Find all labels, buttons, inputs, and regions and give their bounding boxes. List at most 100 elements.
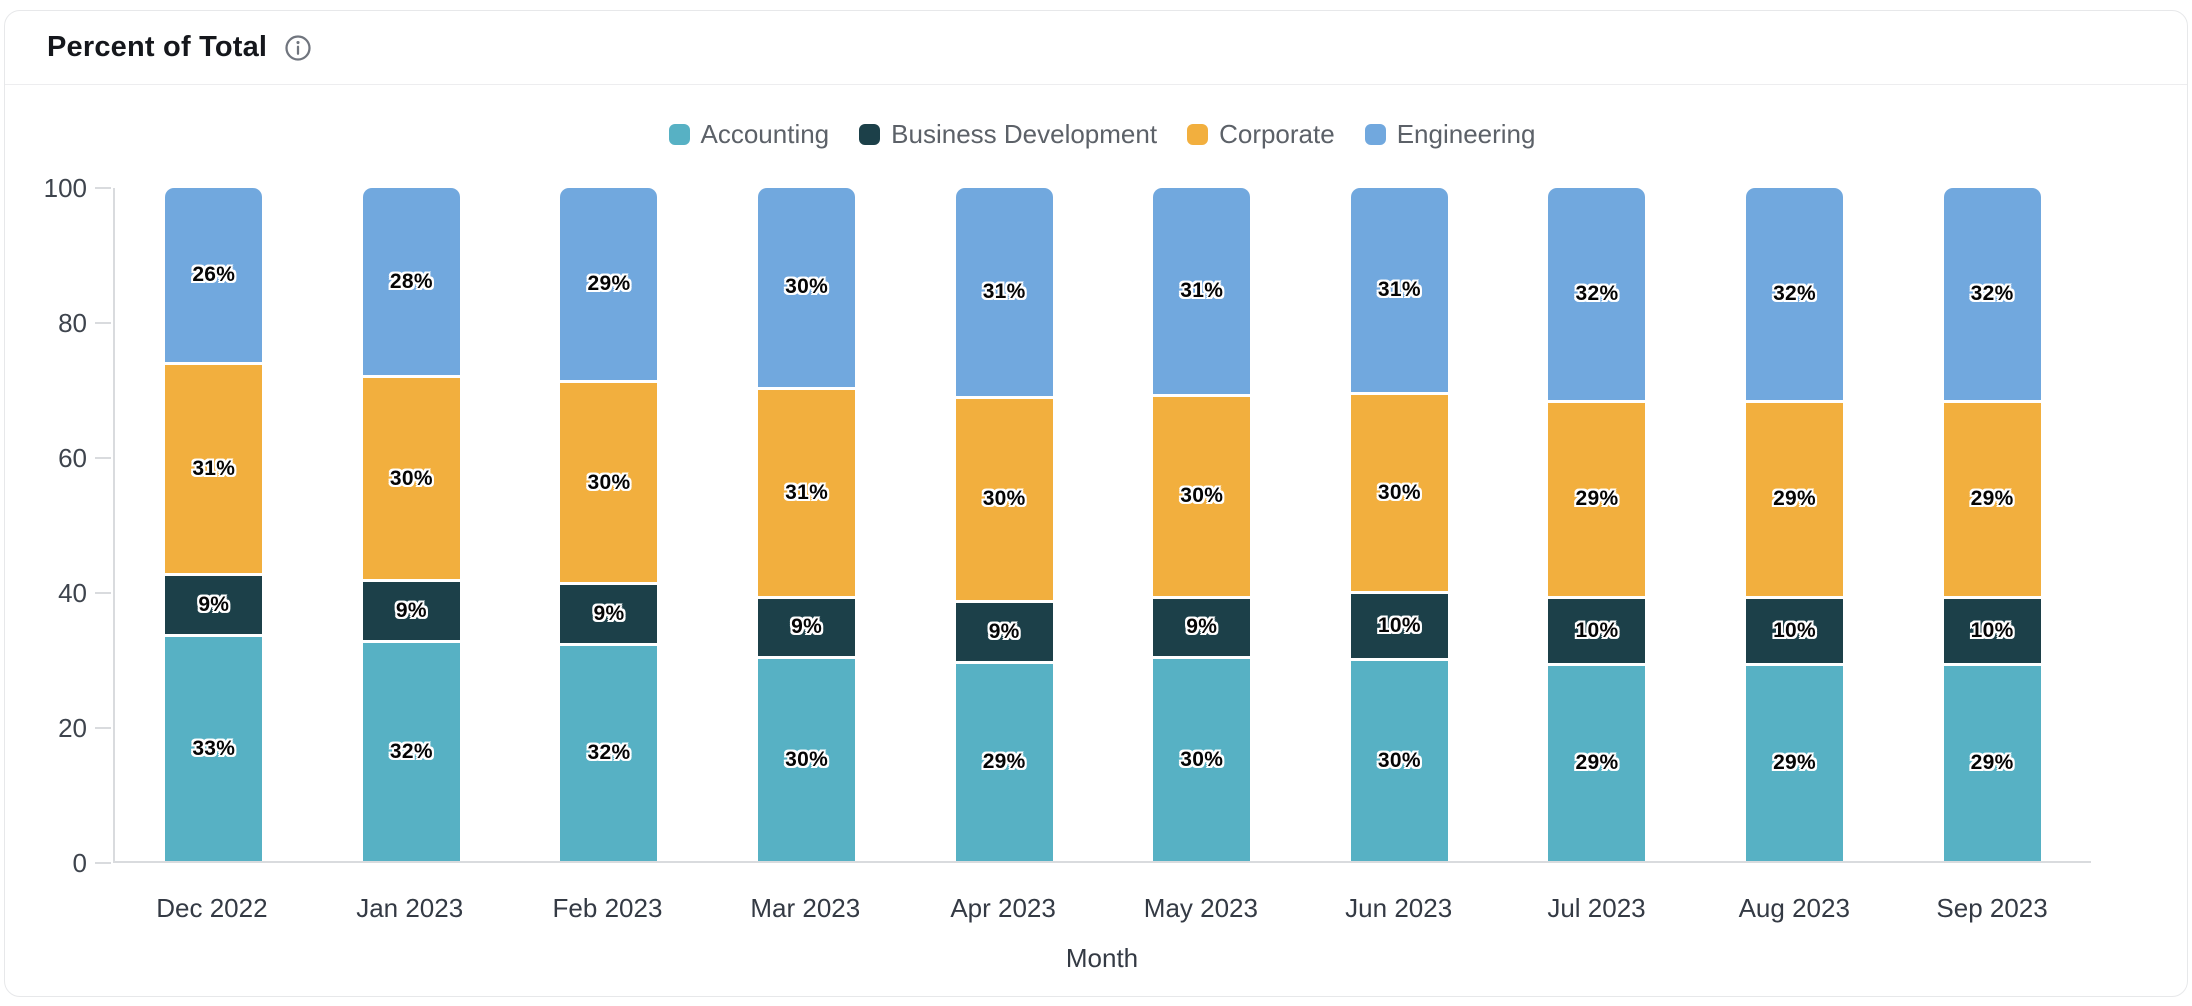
bar-segment-label: 9% <box>395 599 427 623</box>
bar-segment-label: 29% <box>1575 487 1619 511</box>
legend-item-accounting[interactable]: Accounting <box>668 119 830 150</box>
chart-legend: Accounting Business Development Corporate E… <box>113 119 2091 150</box>
bar-segment-label: 9% <box>791 615 823 639</box>
legend-item-business-development[interactable]: Business Development <box>859 119 1157 150</box>
chart-card: Percent of Total Accounting Business Deve… <box>4 10 2188 997</box>
bar-segment-engineering[interactable]: 31% <box>955 188 1053 399</box>
bar-segment-business-development[interactable]: 10% <box>1943 598 2041 666</box>
bar-segment-accounting[interactable]: 33% <box>165 636 263 861</box>
bar-segment-label: 32% <box>1773 282 1817 306</box>
bar-segment-business-development[interactable]: 9% <box>1153 598 1251 660</box>
card-header: Percent of Total <box>5 11 2187 85</box>
bar-segment-engineering[interactable]: 32% <box>1746 188 1844 404</box>
legend-swatch-icon <box>1364 124 1386 145</box>
y-tick-mark <box>95 727 111 729</box>
bar-segment-accounting[interactable]: 32% <box>560 645 658 861</box>
bar-segment-engineering[interactable]: 29% <box>560 188 658 384</box>
bar-column-jun-2023: 31% 30% 10% 30% <box>1350 188 1448 861</box>
bar-segment-label: 29% <box>982 750 1026 774</box>
bar-column-apr-2023: 31% 30% 9% 29% <box>955 188 1053 861</box>
bar-segment-corporate[interactable]: 31% <box>758 389 856 599</box>
y-tick-mark <box>95 187 111 189</box>
bar-segment-corporate[interactable]: 29% <box>1943 403 2041 599</box>
legend-label: Accounting <box>700 119 830 149</box>
legend-item-engineering[interactable]: Engineering <box>1364 119 1535 150</box>
bar-segment-accounting[interactable]: 30% <box>758 659 856 861</box>
bar-segment-accounting[interactable]: 32% <box>362 643 460 861</box>
bar-segment-label: 30% <box>1377 749 1421 773</box>
bar-segment-business-development[interactable]: 9% <box>955 602 1053 664</box>
bar-segment-label: 10% <box>1970 618 2014 642</box>
x-axis-labels: Dec 2022 Jan 2023 Feb 2023 Mar 2023 Apr 2023… <box>113 893 2091 924</box>
bar-segment-corporate[interactable]: 30% <box>362 378 460 583</box>
bar-segment-accounting[interactable]: 29% <box>955 663 1053 861</box>
bars-container: 26% 31% 9% 33% 28% 30% 9% 32% 29% 30% 9% 32% 30% 31% 9… <box>113 188 2091 863</box>
bar-segment-business-development[interactable]: 10% <box>1350 594 1448 662</box>
bar-segment-business-development[interactable]: 9% <box>362 582 460 644</box>
bar-segment-label: 29% <box>587 272 631 296</box>
bar-segment-label: 31% <box>785 480 829 504</box>
x-tick-label-dec-2022: Dec 2022 <box>156 893 268 923</box>
y-tick-mark <box>95 862 111 864</box>
bar-segment-label: 10% <box>1773 618 1817 642</box>
legend-swatch-icon <box>859 124 881 145</box>
y-tick-label: 40 <box>58 578 87 608</box>
bar-segment-accounting[interactable]: 30% <box>1153 659 1251 861</box>
bar-segment-engineering[interactable]: 32% <box>1548 188 1646 404</box>
bar-segment-label: 32% <box>1575 282 1619 306</box>
bar-segment-label: 33% <box>192 736 236 760</box>
bar-column-mar-2023: 30% 31% 9% 30% <box>758 188 856 861</box>
bar-segment-corporate[interactable]: 30% <box>955 398 1053 603</box>
x-tick-label-aug-2023: Aug 2023 <box>1738 893 1850 923</box>
bar-segment-corporate[interactable]: 30% <box>1350 394 1448 595</box>
y-tick-label: 60 <box>58 443 87 473</box>
bar-segment-accounting[interactable]: 29% <box>1943 665 2041 861</box>
bar-segment-engineering[interactable]: 31% <box>1350 188 1448 395</box>
bar-segment-business-development[interactable]: 10% <box>1746 598 1844 666</box>
bar-segment-accounting[interactable]: 29% <box>1746 665 1844 861</box>
bar-segment-label: 31% <box>192 456 236 480</box>
bar-segment-label: 9% <box>988 619 1020 643</box>
plot-area: 0 20 40 60 80 100 26% 31% 9% 33% 28% 30% 9% 32% 29% 30… <box>44 173 2091 973</box>
bar-segment-label: 29% <box>1575 751 1619 775</box>
bar-segment-business-development[interactable]: 10% <box>1548 598 1646 666</box>
x-tick-label-jul-2023: Jul 2023 <box>1547 893 1646 923</box>
bar-segment-label: 31% <box>1180 278 1224 302</box>
bar-segment-accounting[interactable]: 30% <box>1350 661 1448 861</box>
bar-segment-label: 9% <box>1186 615 1218 639</box>
bar-segment-label: 10% <box>1377 614 1421 638</box>
bar-segment-label: 30% <box>1377 481 1421 505</box>
bar-segment-corporate[interactable]: 29% <box>1548 403 1646 599</box>
bar-segment-business-development[interactable]: 9% <box>560 585 658 646</box>
bar-segment-label: 32% <box>587 741 631 765</box>
bar-segment-corporate[interactable]: 29% <box>1746 403 1844 599</box>
legend-label: Corporate <box>1219 119 1335 149</box>
bar-segment-corporate[interactable]: 30% <box>1153 396 1251 599</box>
x-tick-label-jan-2023: Jan 2023 <box>356 893 464 923</box>
x-tick-label-sep-2023: Sep 2023 <box>1936 893 2048 923</box>
info-icon[interactable] <box>283 33 313 63</box>
bar-segment-label: 29% <box>1773 487 1817 511</box>
bar-segment-label: 30% <box>1180 484 1224 508</box>
bar-segment-corporate[interactable]: 30% <box>560 383 658 586</box>
y-tick-label: 80 <box>58 308 87 338</box>
y-tick-label: 0 <box>72 848 87 878</box>
bar-segment-business-development[interactable]: 9% <box>165 575 263 637</box>
bar-segment-corporate[interactable]: 31% <box>165 364 263 576</box>
y-tick-label: 20 <box>58 713 87 743</box>
legend-item-corporate[interactable]: Corporate <box>1187 119 1335 150</box>
bar-segment-accounting[interactable]: 29% <box>1548 665 1646 861</box>
x-tick-label-feb-2023: Feb 2023 <box>552 893 663 923</box>
bar-column-jan-2023: 28% 30% 9% 32% <box>362 188 460 861</box>
bar-segment-engineering[interactable]: 30% <box>758 188 856 390</box>
bar-segment-engineering[interactable]: 26% <box>165 188 263 365</box>
bar-segment-label: 26% <box>192 262 236 286</box>
x-tick-label-apr-2023: Apr 2023 <box>950 893 1056 923</box>
y-tick-mark <box>95 592 111 594</box>
bar-segment-label: 30% <box>982 487 1026 511</box>
bar-segment-engineering[interactable]: 32% <box>1943 188 2041 404</box>
bar-segment-engineering[interactable]: 28% <box>362 188 460 379</box>
bar-segment-business-development[interactable]: 9% <box>758 598 856 660</box>
bar-column-may-2023: 31% 30% 9% 30% <box>1153 188 1251 861</box>
bar-segment-engineering[interactable]: 31% <box>1153 188 1251 397</box>
